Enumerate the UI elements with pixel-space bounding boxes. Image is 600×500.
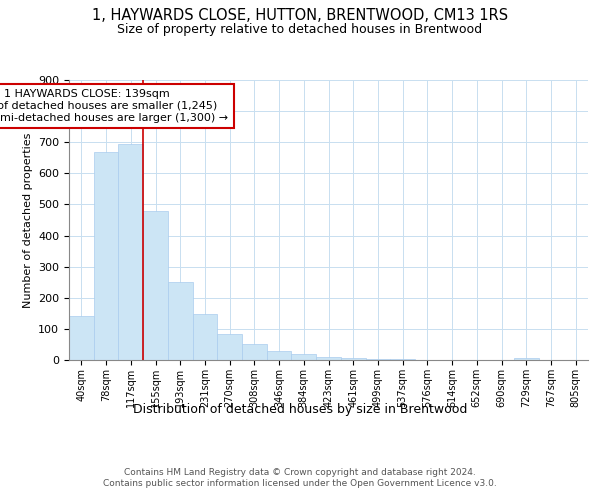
Bar: [143, 210, 168, 360]
Y-axis label: Number of detached properties: Number of detached properties: [23, 132, 32, 308]
Text: Size of property relative to detached houses in Brentwood: Size of property relative to detached ho…: [118, 22, 482, 36]
Bar: [118, 144, 143, 360]
Text: 1, HAYWARDS CLOSE, HUTTON, BRENTWOOD, CM13 1RS: 1, HAYWARDS CLOSE, HUTTON, BRENTWOOD, CM…: [92, 8, 508, 22]
Text: Contains HM Land Registry data © Crown copyright and database right 2024.
Contai: Contains HM Land Registry data © Crown c…: [103, 468, 497, 487]
Bar: [94, 152, 118, 360]
Bar: [168, 282, 193, 360]
Bar: [341, 358, 365, 360]
Text: Distribution of detached houses by size in Brentwood: Distribution of detached houses by size …: [133, 402, 467, 415]
Bar: [292, 354, 316, 360]
Bar: [316, 357, 341, 360]
Bar: [514, 358, 539, 360]
Text: 1 HAYWARDS CLOSE: 139sqm
← 49% of detached houses are smaller (1,245)
51% of sem: 1 HAYWARDS CLOSE: 139sqm ← 49% of detach…: [0, 90, 229, 122]
Bar: [217, 334, 242, 360]
Bar: [242, 344, 267, 360]
Bar: [193, 314, 217, 360]
Bar: [69, 316, 94, 360]
Bar: [365, 359, 390, 360]
Bar: [267, 350, 292, 360]
